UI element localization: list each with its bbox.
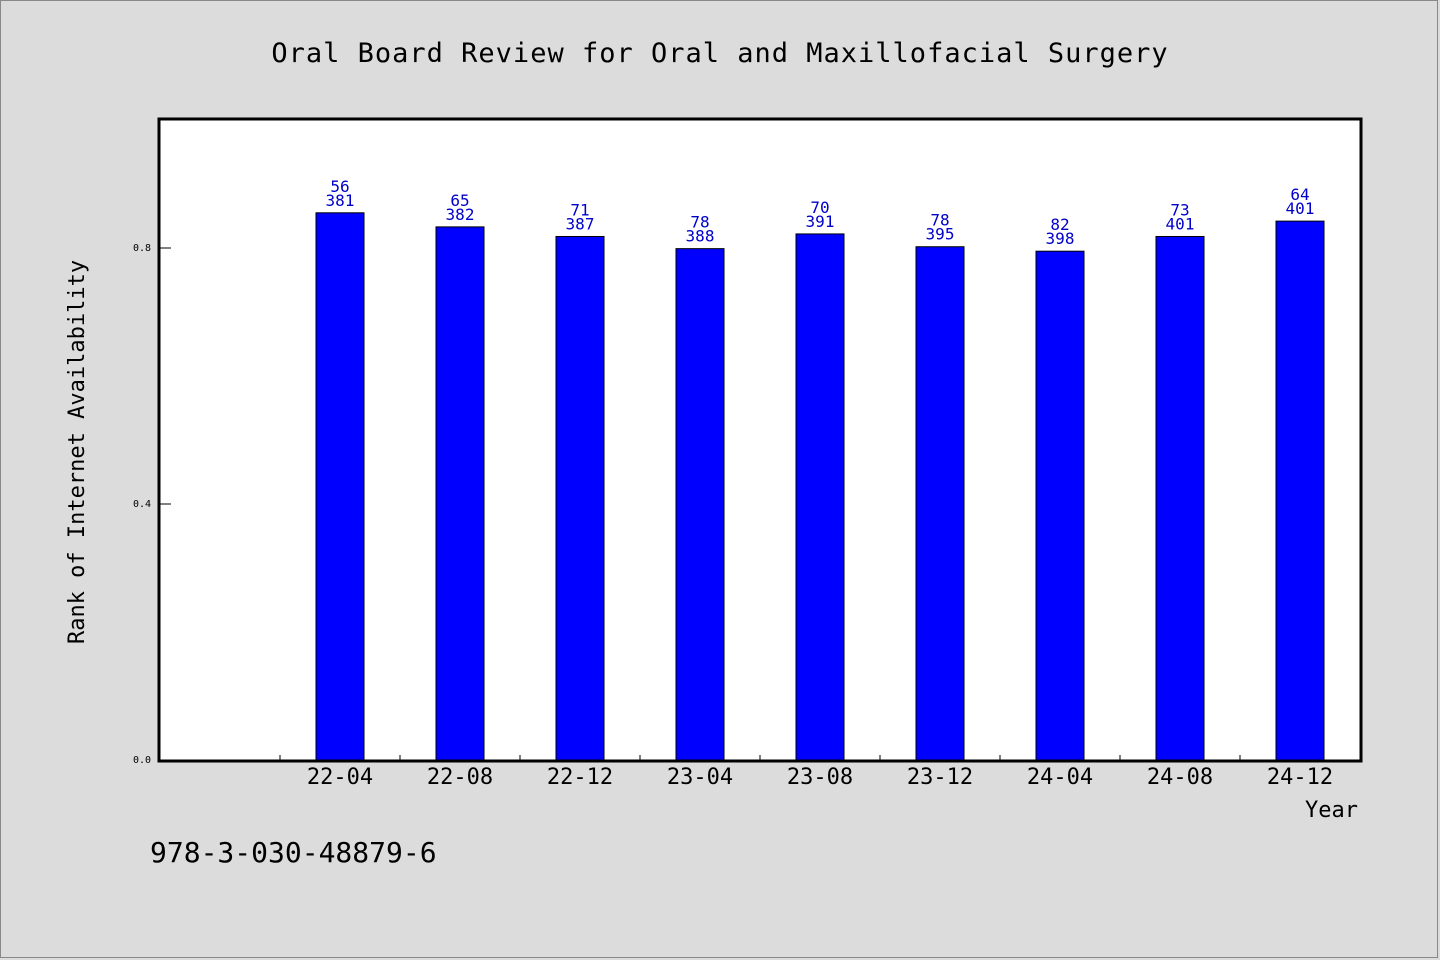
y-tick-label: 0.4 bbox=[133, 499, 151, 510]
data-label-top: 64 bbox=[1290, 185, 1309, 204]
y-axis: 0.0 0.4 0.8 bbox=[133, 243, 171, 766]
x-tick-label: 24-08 bbox=[1147, 765, 1213, 790]
x-axis: 22-04 22-08 22-12 23-04 23-08 23-12 24-04 24-08… bbox=[279, 755, 1361, 790]
data-label-top: 65 bbox=[450, 191, 469, 210]
x-tick-label: 24-12 bbox=[1267, 765, 1333, 790]
x-tick-label: 23-08 bbox=[787, 765, 853, 790]
isbn-text: 978-3-030-48879-6 bbox=[150, 836, 437, 869]
bar-23-08 bbox=[795, 233, 845, 761]
data-label-bottom: 381 bbox=[326, 191, 355, 210]
data-label-bottom: 387 bbox=[566, 214, 595, 233]
data-label-top: 78 bbox=[690, 213, 709, 232]
bar-22-08 bbox=[435, 226, 485, 761]
data-label-bottom: 398 bbox=[1046, 229, 1075, 248]
bar-22-04 bbox=[315, 212, 365, 761]
data-label-top: 70 bbox=[810, 198, 829, 217]
data-label-bottom: 382 bbox=[446, 205, 475, 224]
data-label-top: 56 bbox=[330, 177, 349, 196]
x-tick-label: 24-04 bbox=[1027, 765, 1093, 790]
data-label-top: 71 bbox=[570, 200, 589, 219]
bar-24-12 bbox=[1275, 220, 1325, 761]
y-tick-label: 0.8 bbox=[133, 243, 151, 254]
x-axis-label: Year bbox=[1305, 798, 1358, 823]
y-tick-label: 0.0 bbox=[133, 755, 151, 766]
data-label-bottom: 391 bbox=[806, 212, 835, 231]
bar-23-04 bbox=[675, 248, 725, 761]
data-label-bottom: 395 bbox=[926, 225, 955, 244]
bar-22-12 bbox=[555, 235, 605, 761]
data-label-top: 73 bbox=[1170, 200, 1189, 219]
data-label-top: 78 bbox=[930, 211, 949, 230]
bar-24-04 bbox=[1035, 250, 1085, 761]
bar-24-08 bbox=[1155, 235, 1205, 761]
data-label-bottom: 401 bbox=[1166, 214, 1195, 233]
data-label-top: 82 bbox=[1050, 215, 1069, 234]
data-label-bottom: 401 bbox=[1286, 199, 1315, 218]
x-tick-label: 22-08 bbox=[427, 765, 493, 790]
x-tick-label: 22-12 bbox=[547, 765, 613, 790]
data-label-bottom: 388 bbox=[686, 227, 715, 246]
bar-23-12 bbox=[915, 246, 965, 761]
x-tick-label: 23-04 bbox=[667, 765, 733, 790]
x-tick-label: 22-04 bbox=[307, 765, 373, 790]
y-axis-label: Rank of Internet Availability bbox=[65, 260, 90, 644]
chart-title: Oral Board Review for Oral and Maxillofa… bbox=[271, 38, 1168, 69]
x-tick-label: 23-12 bbox=[907, 765, 973, 790]
